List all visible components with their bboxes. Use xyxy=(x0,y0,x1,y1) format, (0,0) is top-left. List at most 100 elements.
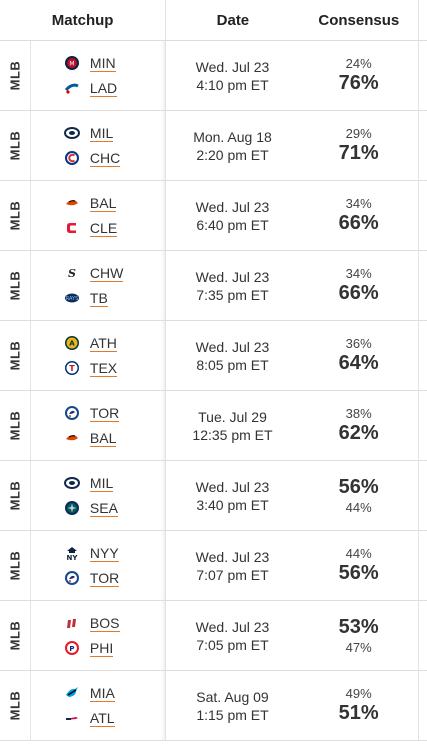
date-cell: Mon. Aug 18 2:20 pm ET xyxy=(166,111,300,180)
date-header[interactable]: Date xyxy=(216,11,250,29)
game-time: 3:40 pm ET xyxy=(196,496,269,513)
home-team-link[interactable]: CHC xyxy=(89,149,121,167)
home-team[interactable]: LAD xyxy=(64,79,165,98)
away-consensus: 34% xyxy=(345,266,372,281)
home-team-link[interactable]: ATL xyxy=(89,709,115,727)
twins-logo-icon: M xyxy=(64,55,80,71)
home-consensus: 76% xyxy=(338,72,379,94)
home-team[interactable]: CLE xyxy=(64,219,165,238)
home-team-link[interactable]: CLE xyxy=(89,219,118,237)
away-consensus: 36% xyxy=(345,336,372,351)
league-cell: MLB xyxy=(0,41,31,110)
game-day: Sat. Aug 09 xyxy=(196,688,269,705)
game-time: 7:05 pm ET xyxy=(196,636,269,653)
home-team-link[interactable]: PHI xyxy=(89,639,114,657)
away-team[interactable]: S CHW xyxy=(64,264,165,283)
consensus-cell: 36% 64% xyxy=(299,321,418,390)
table-row[interactable]: MLB MIL SEA Wed. Jul 23 3:40 pm ET 56% 4… xyxy=(0,461,427,531)
league-label: MLB xyxy=(7,130,23,161)
league-cell: MLB xyxy=(0,181,31,250)
date-cell: Wed. Jul 23 7:35 pm ET xyxy=(166,251,300,320)
next-column-edge xyxy=(418,111,427,180)
matchup-cell: MIL CHC xyxy=(31,111,166,180)
matchup-header[interactable]: Matchup xyxy=(0,0,167,40)
away-team[interactable]: TOR xyxy=(64,404,165,423)
away-team-link[interactable]: ATH xyxy=(89,334,117,352)
away-consensus: 34% xyxy=(345,196,372,211)
away-team[interactable]: BAL xyxy=(64,194,165,213)
home-team-link[interactable]: TB xyxy=(89,289,108,307)
rays-logo-icon: RAYS xyxy=(64,290,80,306)
home-team-link[interactable]: BAL xyxy=(89,429,117,447)
braves-logo-icon xyxy=(64,710,80,726)
game-time: 6:40 pm ET xyxy=(196,216,269,233)
brewers-logo-icon xyxy=(63,125,80,141)
away-team[interactable]: M MIN xyxy=(64,54,165,73)
home-team[interactable]: P PHI xyxy=(64,639,165,658)
home-team[interactable]: TOR xyxy=(64,569,165,588)
home-team-link[interactable]: SEA xyxy=(89,499,118,517)
home-team[interactable]: T TEX xyxy=(64,359,165,378)
away-team-link[interactable]: BAL xyxy=(89,194,117,212)
table-body: MLB M MIN LAD Wed. Jul 23 4:10 pm ET 24%… xyxy=(0,41,427,741)
league-cell: MLB xyxy=(0,111,31,180)
rangers-logo-icon: T xyxy=(64,360,80,376)
home-team[interactable]: CHC xyxy=(64,149,165,168)
game-time: 12:35 pm ET xyxy=(192,426,273,443)
table-row[interactable]: MLB BOS P PHI Wed. Jul 23 7:05 pm ET 53%… xyxy=(0,601,427,671)
away-team-link[interactable]: MIN xyxy=(89,54,116,72)
away-team[interactable]: MIL xyxy=(63,124,165,143)
league-cell: MLB xyxy=(0,251,31,320)
away-team-link[interactable]: TOR xyxy=(89,404,120,422)
away-consensus: 38% xyxy=(345,406,372,421)
consensus-cell: 24% 76% xyxy=(299,41,418,110)
game-day: Tue. Jul 29 xyxy=(198,408,267,425)
consensus-cell: 34% 66% xyxy=(299,181,418,250)
home-team-link[interactable]: LAD xyxy=(89,79,118,97)
home-team-link[interactable]: TOR xyxy=(89,569,120,587)
away-team-link[interactable]: MIL xyxy=(89,124,114,142)
next-column-edge xyxy=(418,601,427,670)
away-team[interactable]: A ATH xyxy=(64,334,165,353)
next-column-edge xyxy=(418,321,427,390)
consensus-header[interactable]: Consensus xyxy=(318,11,400,29)
home-consensus: 64% xyxy=(338,352,379,374)
home-team[interactable]: ATL xyxy=(64,709,165,728)
next-column-edge xyxy=(418,0,427,40)
home-team[interactable]: SEA xyxy=(64,499,165,518)
date-cell: Wed. Jul 23 7:07 pm ET xyxy=(166,531,300,600)
table-row[interactable]: MLB S CHW RAYS TB Wed. Jul 23 7:35 pm ET… xyxy=(0,251,427,321)
table-row[interactable]: MLB TOR BAL Tue. Jul 29 12:35 pm ET 38% … xyxy=(0,391,427,461)
away-team-link[interactable]: CHW xyxy=(89,264,124,282)
away-team-link[interactable]: MIL xyxy=(89,474,114,492)
away-team-link[interactable]: BOS xyxy=(89,614,120,632)
home-team[interactable]: RAYS TB xyxy=(64,289,165,308)
away-team[interactable]: MIA xyxy=(64,684,165,703)
away-team[interactable]: NY NYY xyxy=(64,544,165,563)
league-cell: MLB xyxy=(0,461,31,530)
away-team[interactable]: BOS xyxy=(64,614,165,633)
away-team-link[interactable]: MIA xyxy=(89,684,115,702)
league-cell: MLB xyxy=(0,321,31,390)
table-row[interactable]: MLB A ATH T TEX Wed. Jul 23 8:05 pm ET 3… xyxy=(0,321,427,391)
svg-text:RAYS: RAYS xyxy=(66,296,79,302)
game-time: 2:20 pm ET xyxy=(196,146,269,163)
table-row[interactable]: MLB NY NYY TOR Wed. Jul 23 7:07 pm ET 44… xyxy=(0,531,427,601)
table-row[interactable]: MLB MIL CHC Mon. Aug 18 2:20 pm ET 29% 7… xyxy=(0,111,427,181)
home-team-link[interactable]: TEX xyxy=(89,359,118,377)
table-row[interactable]: MLB BAL CLE Wed. Jul 23 6:40 pm ET 34% 6… xyxy=(0,181,427,251)
consensus-cell: 49% 51% xyxy=(299,671,418,740)
next-column-edge xyxy=(418,391,427,460)
league-label: MLB xyxy=(7,200,23,231)
cubs-logo-icon xyxy=(64,150,80,166)
mariners-logo-icon xyxy=(64,500,80,516)
svg-text:S: S xyxy=(68,267,76,280)
consensus-cell: 53% 47% xyxy=(299,601,418,670)
table-row[interactable]: MLB MIA ATL Sat. Aug 09 1:15 pm ET 49% 5… xyxy=(0,671,427,741)
yankees-logo-icon: NY xyxy=(64,545,80,561)
league-label: MLB xyxy=(7,410,23,441)
away-team[interactable]: MIL xyxy=(63,474,165,493)
home-team[interactable]: BAL xyxy=(64,429,165,448)
away-team-link[interactable]: NYY xyxy=(89,544,119,562)
table-row[interactable]: MLB M MIN LAD Wed. Jul 23 4:10 pm ET 24%… xyxy=(0,41,427,111)
